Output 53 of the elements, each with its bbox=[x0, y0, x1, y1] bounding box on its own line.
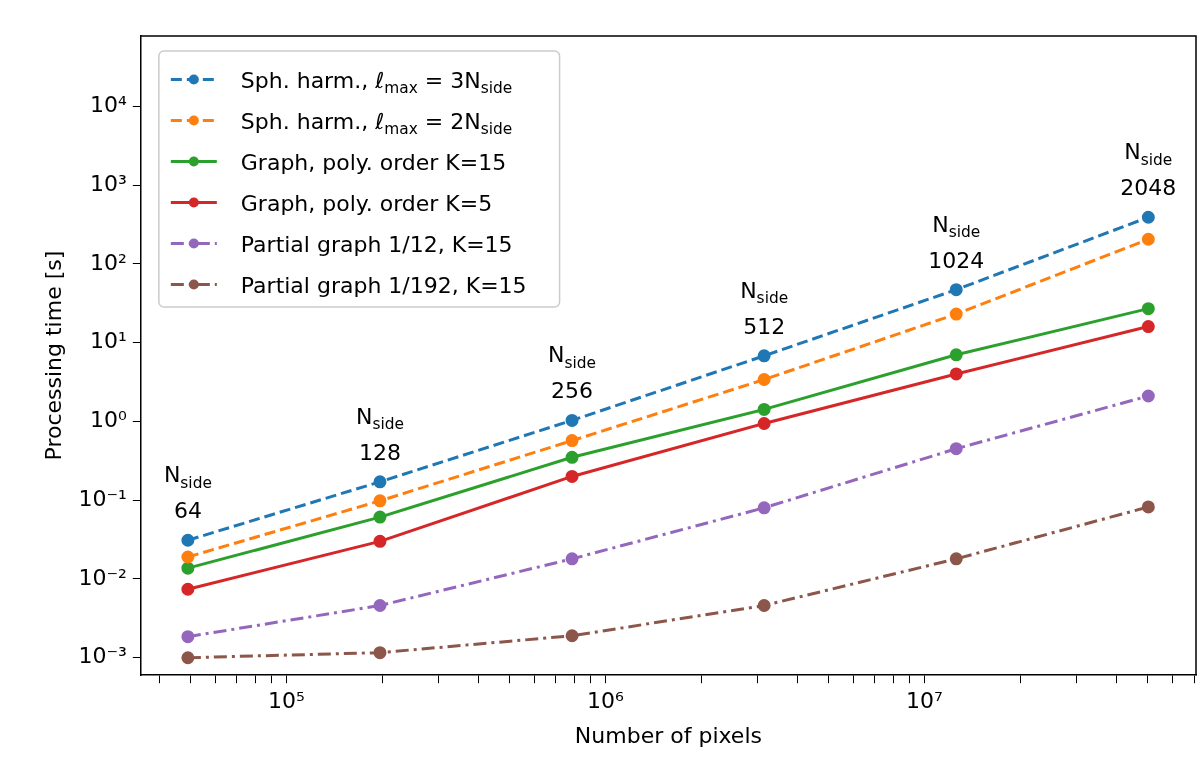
point bbox=[757, 373, 771, 387]
point bbox=[565, 434, 579, 448]
y-tick-label: 10⁻² bbox=[78, 564, 127, 590]
x-tick-label: 10⁷ bbox=[905, 688, 943, 714]
point bbox=[373, 534, 387, 548]
point bbox=[1141, 500, 1155, 514]
x-tick-label: 10⁵ bbox=[267, 688, 305, 714]
point bbox=[757, 349, 771, 363]
legend-label: Partial graph 1/12, K=15 bbox=[240, 231, 513, 257]
y-tick-label: 10³ bbox=[90, 170, 127, 196]
x-tick-label: 10⁶ bbox=[586, 688, 624, 714]
point bbox=[949, 442, 963, 456]
point bbox=[565, 450, 579, 464]
point bbox=[181, 582, 195, 596]
point bbox=[565, 552, 579, 566]
point bbox=[181, 630, 195, 644]
legend-label: Graph, poly. order K=5 bbox=[240, 190, 493, 216]
point bbox=[565, 469, 579, 483]
point bbox=[949, 552, 963, 566]
point bbox=[181, 550, 195, 564]
point bbox=[565, 629, 579, 643]
point bbox=[373, 475, 387, 489]
point bbox=[181, 533, 195, 547]
legend-label: Partial graph 1/192, K=15 bbox=[240, 272, 527, 298]
point bbox=[1141, 320, 1155, 334]
point bbox=[757, 599, 771, 613]
y-tick-label: 10⁰ bbox=[90, 407, 127, 433]
point bbox=[565, 413, 579, 427]
point bbox=[757, 417, 771, 431]
y-axis-title: Processing time [s] bbox=[40, 250, 66, 461]
point bbox=[1141, 302, 1155, 316]
point bbox=[1141, 232, 1155, 246]
point bbox=[373, 494, 387, 508]
x-axis-title: Number of pixels bbox=[574, 722, 762, 748]
point bbox=[757, 501, 771, 515]
point bbox=[1141, 210, 1155, 224]
y-tick-label: 10⁻¹ bbox=[78, 485, 127, 511]
y-tick-label: 10⁴ bbox=[90, 92, 127, 117]
point bbox=[373, 510, 387, 524]
point bbox=[757, 402, 771, 416]
legend-label: Graph, poly. order K=15 bbox=[240, 149, 507, 175]
y-tick-label: 10¹ bbox=[90, 328, 127, 354]
point bbox=[373, 599, 387, 613]
point bbox=[1141, 389, 1155, 403]
point bbox=[949, 367, 963, 381]
point bbox=[949, 348, 963, 362]
point bbox=[949, 307, 963, 321]
point bbox=[373, 646, 387, 660]
y-tick-label: 10⁻³ bbox=[78, 643, 127, 669]
point bbox=[181, 561, 195, 575]
point bbox=[181, 651, 195, 665]
point bbox=[949, 283, 963, 297]
y-tick-label: 10² bbox=[90, 249, 127, 275]
